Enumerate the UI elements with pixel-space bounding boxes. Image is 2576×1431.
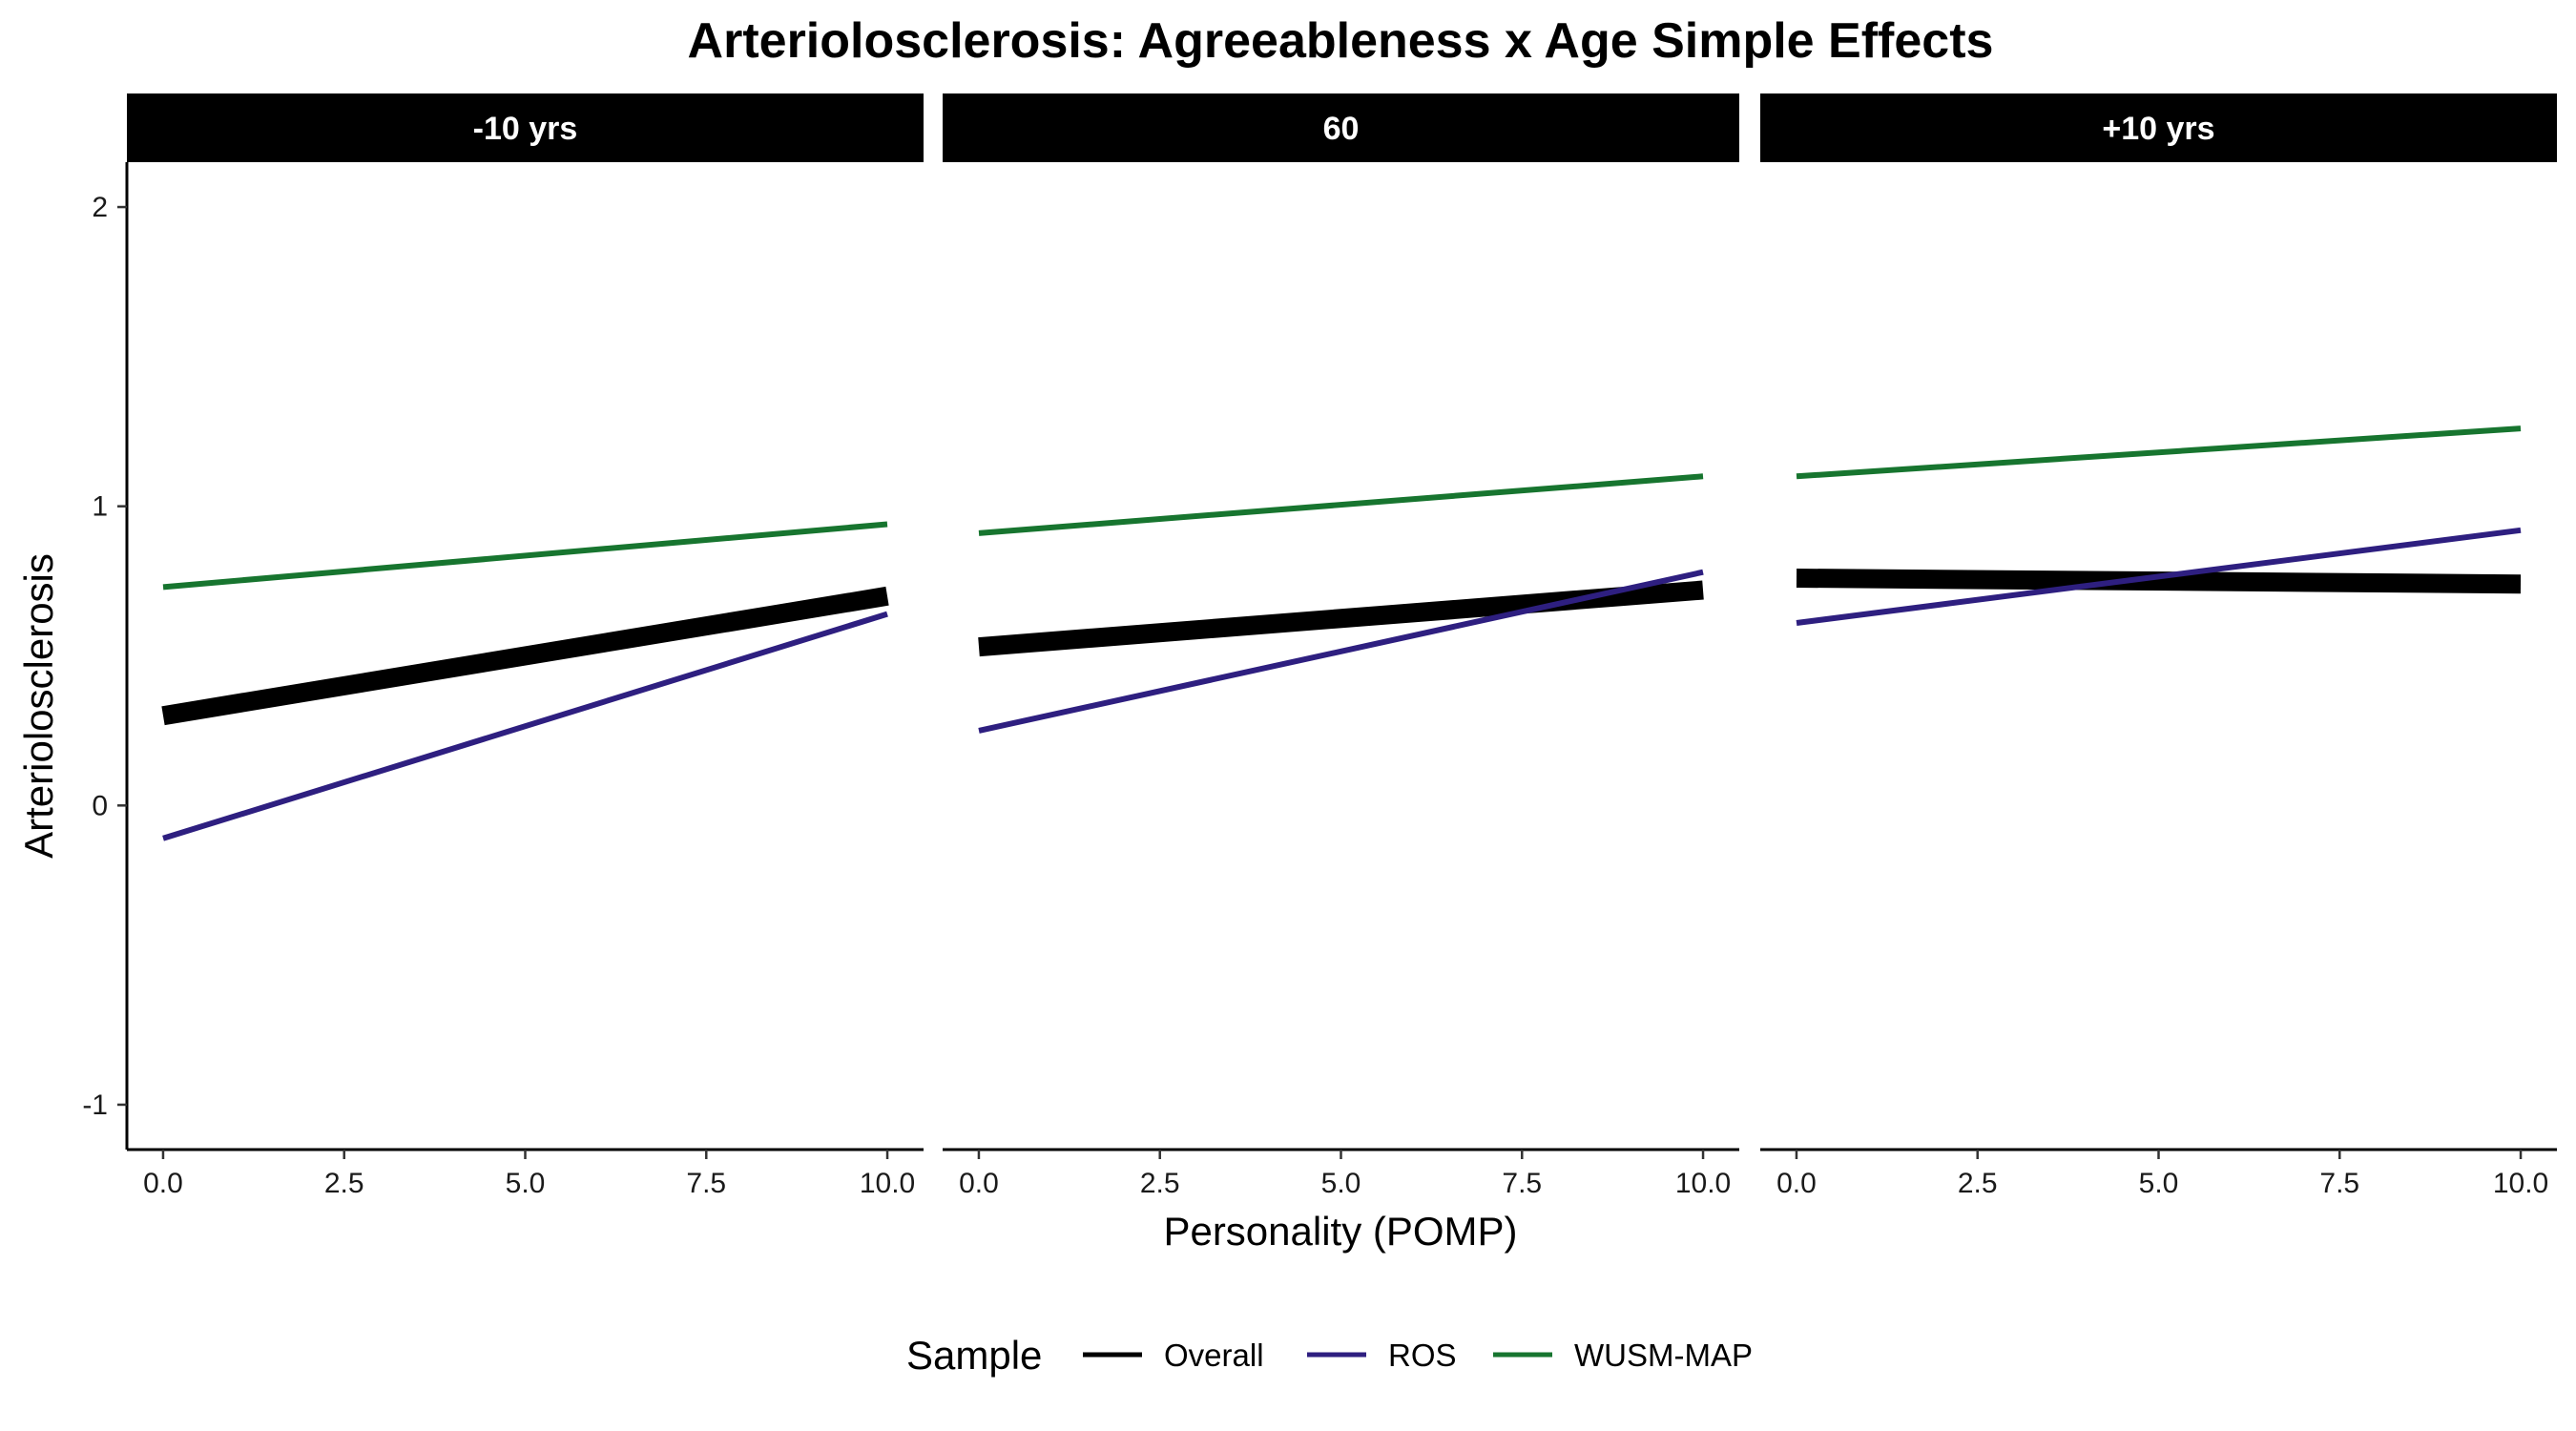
y-tick-label: 0 <box>92 790 108 821</box>
series-line-ros <box>1796 527 2522 626</box>
legend-label-overall: Overall <box>1164 1338 1264 1373</box>
chart-title: Arteriolosclerosis: Agreeableness x Age … <box>688 13 1994 69</box>
legend-label-ros: ROS <box>1388 1338 1457 1373</box>
x-tick-label: 7.5 <box>2319 1168 2359 1199</box>
y-axis-title: Arteriolosclerosis <box>16 553 61 859</box>
y-axis: -1 0 1 2 <box>82 162 129 1150</box>
series-line-ros <box>978 569 1704 734</box>
x-tick-label: 0.0 <box>959 1168 999 1199</box>
legend: Sample Overall ROS WUSM-MAP <box>906 1333 1753 1378</box>
x-tick-label: 2.5 <box>1140 1168 1180 1199</box>
x-tick-label: 0.0 <box>1776 1168 1817 1199</box>
y-tick-label: 2 <box>92 192 108 223</box>
panel-strip-label: -10 yrs <box>473 111 578 147</box>
panels: -10 yrs 0.0 2.5 5.0 7.5 10.0 60 0.0 2.5 5.0 7.5 10.… <box>127 93 2557 1199</box>
panel-strip <box>1760 93 2557 162</box>
panel-2: 60 0.0 2.5 5.0 7.5 10.0 <box>943 93 1739 1199</box>
x-tick-label: 5.0 <box>2139 1168 2179 1199</box>
series-line-wusm-map <box>978 473 1704 536</box>
panel-strip <box>127 93 924 162</box>
panel-strip <box>943 93 1739 162</box>
x-tick-label: 7.5 <box>686 1168 726 1199</box>
x-tick-label: 7.5 <box>1502 1168 1542 1199</box>
x-axis-title: Personality (POMP) <box>1163 1209 1517 1254</box>
x-tick-label: 2.5 <box>324 1168 364 1199</box>
panel-strip-label: 60 <box>1323 111 1360 147</box>
series-line-wusm-map <box>162 521 888 591</box>
x-tick-label: 10.0 <box>860 1168 915 1199</box>
series-line-ros <box>162 611 888 841</box>
series-line-wusm-map <box>1796 425 2522 480</box>
series-line-overall <box>1796 569 2522 594</box>
x-tick-label: 0.0 <box>143 1168 183 1199</box>
x-tick-label: 5.0 <box>1321 1168 1361 1199</box>
x-tick-label: 2.5 <box>1958 1168 1998 1199</box>
panel-strip-label: +10 yrs <box>2102 111 2214 147</box>
series-line-overall <box>161 586 889 726</box>
x-tick-label: 10.0 <box>2493 1168 2548 1199</box>
panel-3: +10 yrs 0.0 2.5 5.0 7.5 10.0 <box>1760 93 2557 1199</box>
y-tick-label: 1 <box>92 491 108 523</box>
x-tick-label: 10.0 <box>1675 1168 1731 1199</box>
legend-label-wusm-map: WUSM-MAP <box>1574 1338 1753 1373</box>
x-tick-label: 5.0 <box>506 1168 546 1199</box>
panel-1: -10 yrs 0.0 2.5 5.0 7.5 10.0 <box>127 93 924 1199</box>
legend-title: Sample <box>906 1333 1042 1378</box>
y-tick-label: -1 <box>82 1089 108 1121</box>
